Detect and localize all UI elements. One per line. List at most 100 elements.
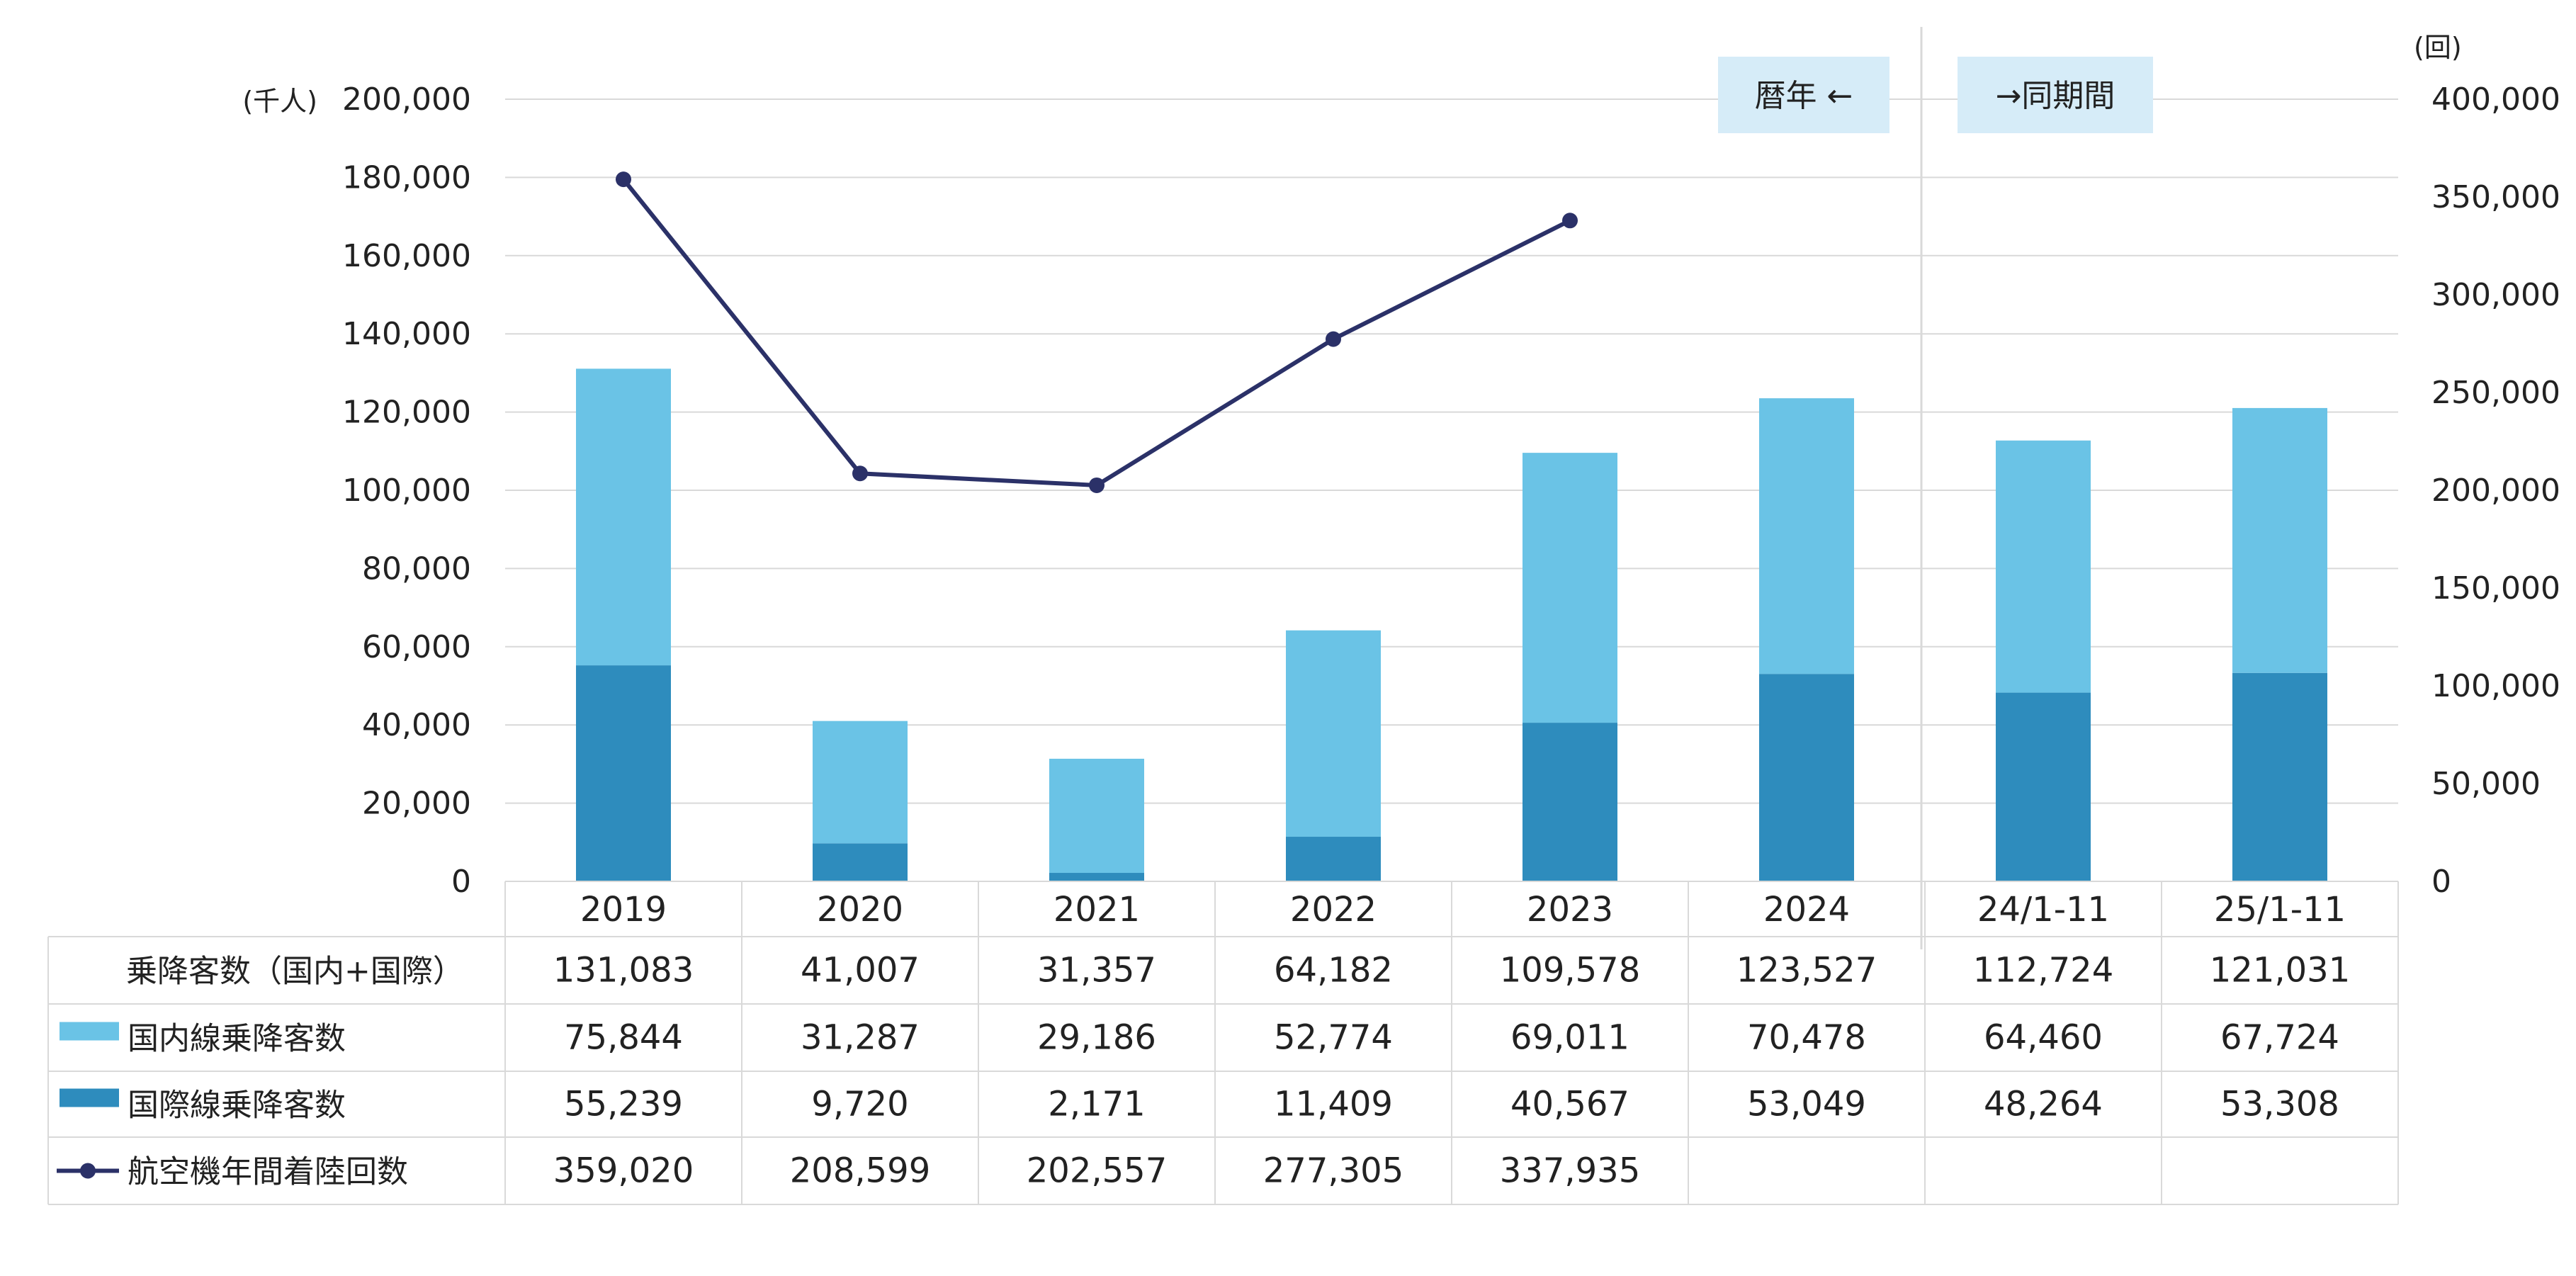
table-cell: 52,774	[1274, 1018, 1393, 1058]
category-label: 2023	[1527, 890, 1613, 930]
bar-domestic	[1996, 440, 2091, 693]
left-axis: 0 20,000 40,000 60,000 80,000 100,000 120,000 1…	[242, 81, 471, 900]
table-cell: 31,357	[1037, 951, 1156, 990]
line-point	[1562, 213, 1578, 229]
line-point	[1089, 477, 1105, 493]
bar-international	[1523, 723, 1617, 881]
category-label: 25/1-11	[2214, 890, 2346, 930]
left-tick-label: 140,000	[342, 316, 471, 352]
bar-domestic	[1049, 758, 1144, 874]
table-cell: 112,724	[1973, 951, 2114, 990]
right-tick-label: 200,000	[2431, 473, 2560, 509]
right-tick-label: 100,000	[2431, 668, 2560, 704]
bar-domestic	[1523, 453, 1617, 723]
table-cell: 359,020	[553, 1151, 694, 1191]
right-tick-label: 250,000	[2431, 375, 2560, 411]
left-tick-label: 80,000	[362, 551, 471, 587]
gridlines	[505, 98, 2398, 882]
table-cell: 53,308	[2220, 1085, 2339, 1124]
line-point	[1326, 331, 1341, 347]
table-cell: 121,031	[2210, 951, 2351, 990]
table-cell: 277,305	[1263, 1151, 1404, 1191]
landings-line	[616, 171, 1578, 493]
line-point	[852, 465, 868, 482]
bar-domestic	[576, 368, 671, 666]
right-tick-label: 400,000	[2431, 81, 2560, 118]
category-label: 24/1-11	[1977, 890, 2109, 930]
bars	[576, 368, 2327, 881]
left-tick-label: 160,000	[342, 238, 471, 274]
table-cell: 53,049	[1747, 1085, 1866, 1124]
category-label: 2021	[1053, 890, 1140, 930]
table-cell: 70,478	[1747, 1018, 1866, 1058]
category-label: 2020	[817, 890, 903, 930]
bar-international	[1286, 837, 1381, 881]
left-tick-label: 200,000	[342, 81, 471, 118]
table-cell: 123,527	[1736, 951, 1877, 990]
table-cell: 64,460	[1984, 1018, 2103, 1058]
left-axis-unit: (千人)	[242, 86, 317, 117]
right-tick-label: 0	[2431, 864, 2451, 900]
right-axis-unit: (回)	[2414, 32, 2462, 63]
row-label: 国際線乗降客数	[128, 1088, 346, 1124]
left-tick-label: 20,000	[362, 786, 471, 822]
table-cell: 75,844	[564, 1018, 683, 1058]
row-label: 航空機年間着陸回数	[128, 1154, 408, 1190]
left-tick-label: 120,000	[342, 395, 471, 431]
bar-international	[1759, 674, 1854, 881]
bar-domestic	[1759, 398, 1854, 674]
table-cell: 64,182	[1274, 951, 1393, 990]
table-cell: 55,239	[564, 1085, 683, 1124]
right-tick-label: 50,000	[2431, 766, 2541, 802]
table-cell: 109,578	[1500, 951, 1641, 990]
right-tick-label: 350,000	[2431, 179, 2560, 215]
bar-domestic	[2232, 407, 2327, 673]
legend-key-international	[60, 1088, 119, 1107]
period-notes: 暦年 ← →同期間	[1718, 57, 2153, 133]
left-tick-label: 100,000	[342, 473, 471, 509]
left-tick-label: 180,000	[342, 159, 471, 196]
table-cell: 31,287	[801, 1018, 920, 1058]
right-tick-label: 300,000	[2431, 277, 2560, 313]
note-calendar-year: 暦年 ←	[1755, 78, 1853, 114]
note-box-same-period	[1958, 57, 2153, 133]
category-label: 2022	[1290, 890, 1377, 930]
table-cell: 67,724	[2220, 1018, 2339, 1058]
row-label: 国内線乗降客数	[128, 1021, 346, 1057]
table-cell: 131,083	[553, 951, 694, 990]
table-cell: 9,720	[811, 1085, 908, 1124]
table-cell: 48,264	[1984, 1085, 2103, 1124]
left-tick-label: 0	[451, 864, 471, 900]
bar-domestic	[1286, 630, 1381, 837]
bar-domestic	[813, 721, 908, 844]
table-cell: 202,557	[1027, 1151, 1168, 1191]
note-same-period: →同期間	[1996, 78, 2115, 114]
bar-international	[576, 665, 671, 881]
legend-key-marker	[80, 1163, 96, 1179]
category-label: 2019	[580, 890, 667, 930]
data-table: 2019 2020 2021 2022 2023 2024 24/1-11 25/1-11 乗降…	[47, 881, 2399, 1205]
right-axis: 0 50,000 100,000 150,000 200,000 250,000 300,0…	[2414, 32, 2560, 900]
row-label: 乗降客数（国内+国際）	[126, 954, 464, 990]
bar-international	[1996, 692, 2091, 881]
line-point	[616, 171, 631, 188]
table-cell: 41,007	[801, 951, 920, 990]
table-cell: 208,599	[790, 1151, 931, 1191]
table-cell: 337,935	[1500, 1151, 1641, 1191]
table-cell: 69,011	[1510, 1018, 1629, 1058]
table-cell: 29,186	[1037, 1018, 1156, 1058]
table-cell: 2,171	[1048, 1085, 1145, 1124]
bar-international	[2232, 672, 2327, 881]
table-cell: 40,567	[1510, 1085, 1629, 1124]
category-label: 2024	[1763, 890, 1850, 930]
left-tick-label: 60,000	[362, 629, 471, 665]
note-box-calendar	[1718, 57, 1889, 133]
line-landings	[621, 178, 1571, 487]
table-cell: 11,409	[1274, 1085, 1393, 1124]
right-tick-label: 150,000	[2431, 570, 2560, 606]
legend-key-domestic	[60, 1022, 119, 1041]
left-tick-label: 40,000	[362, 707, 471, 743]
bar-international	[813, 843, 908, 881]
bar-international	[1049, 873, 1144, 881]
